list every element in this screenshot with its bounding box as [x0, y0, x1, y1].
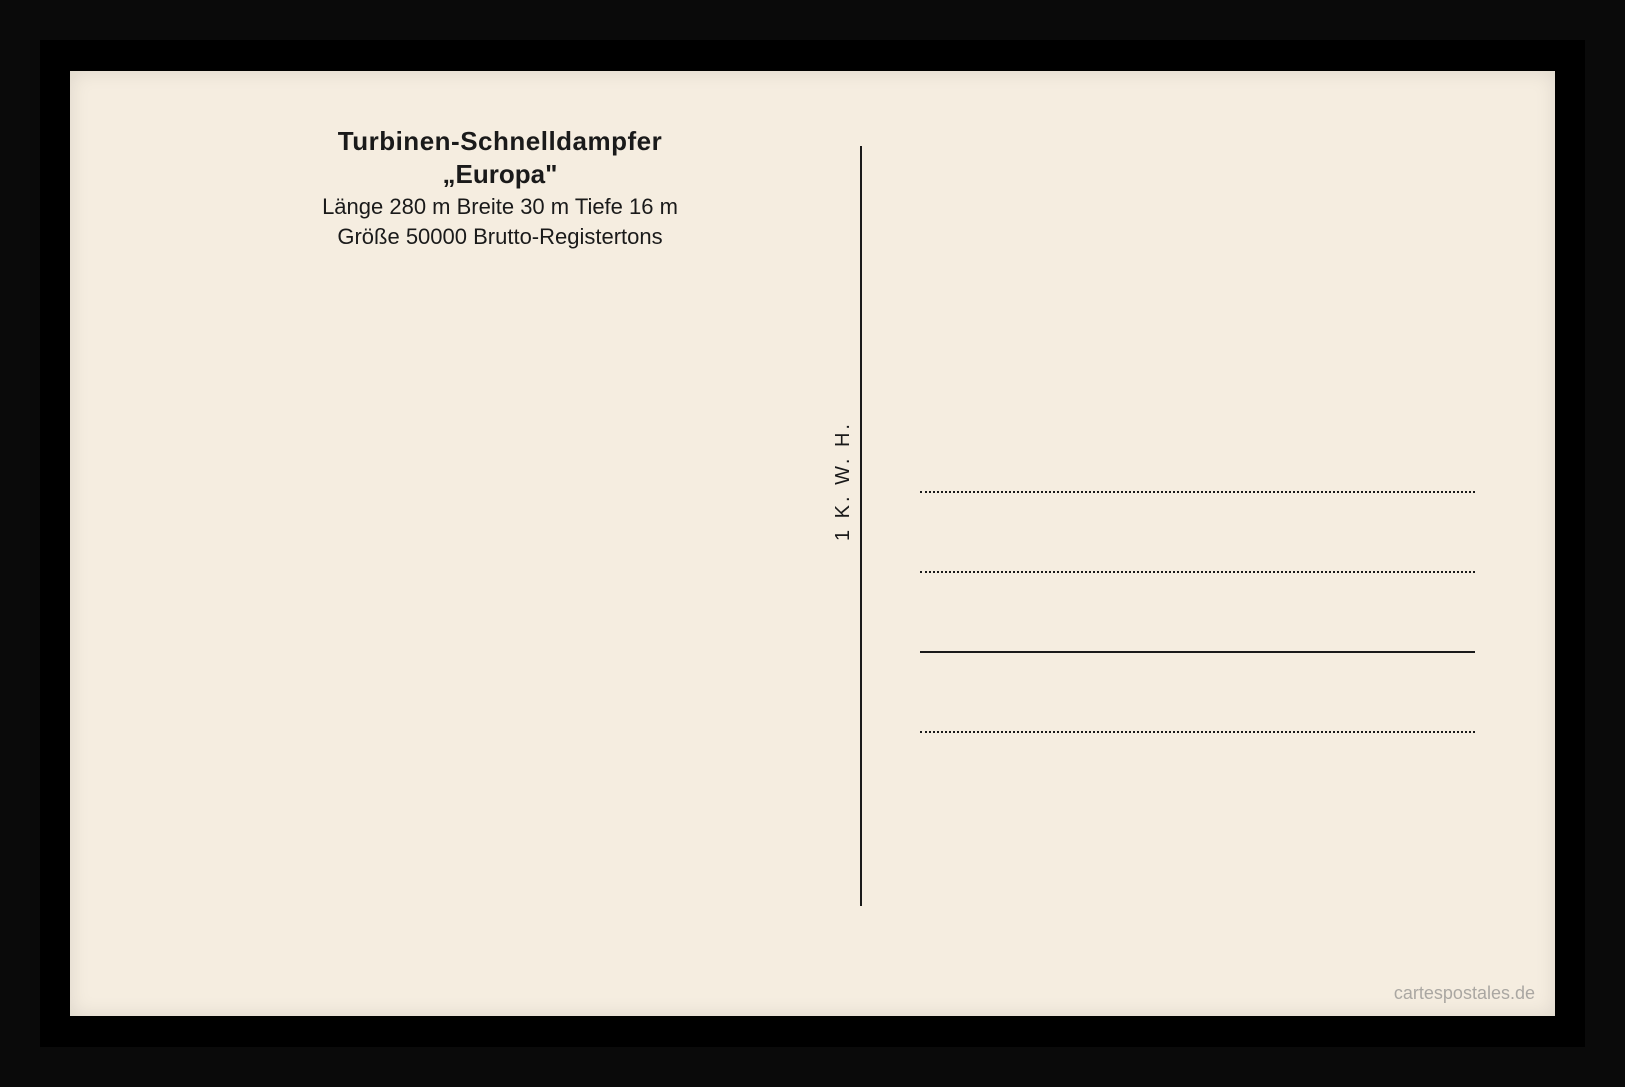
address-area: [920, 491, 1475, 811]
header-block: Turbinen-Schnelldampfer „Europa" Länge 2…: [250, 126, 750, 250]
postcard-back: Turbinen-Schnelldampfer „Europa" Länge 2…: [70, 71, 1555, 1016]
ship-type-title: Turbinen-Schnelldampfer: [250, 126, 750, 157]
dimensions-spec: Länge 280 m Breite 30 m Tiefe 16 m: [250, 194, 750, 220]
address-line-3: [920, 651, 1475, 653]
tonnage-spec: Größe 50000 Brutto-Registertons: [250, 224, 750, 250]
publisher-mark: 1 K. W. H.: [832, 421, 855, 541]
source-watermark: cartespostales.de: [1394, 983, 1535, 1004]
ship-name: „Europa": [250, 159, 750, 190]
address-line-1: [920, 491, 1475, 493]
address-line-4: [920, 731, 1475, 733]
center-divider: [860, 146, 862, 906]
address-line-2: [920, 571, 1475, 573]
